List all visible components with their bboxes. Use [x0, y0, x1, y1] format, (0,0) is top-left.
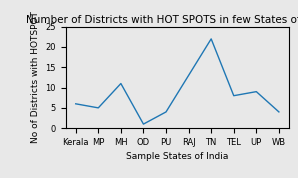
Title: Number of Districts with HOT SPOTS in few States of India: Number of Districts with HOT SPOTS in fe… — [26, 15, 298, 25]
Y-axis label: No of Districts with HOTSPOT: No of Districts with HOTSPOT — [31, 12, 40, 143]
X-axis label: Sample States of India: Sample States of India — [126, 152, 229, 161]
